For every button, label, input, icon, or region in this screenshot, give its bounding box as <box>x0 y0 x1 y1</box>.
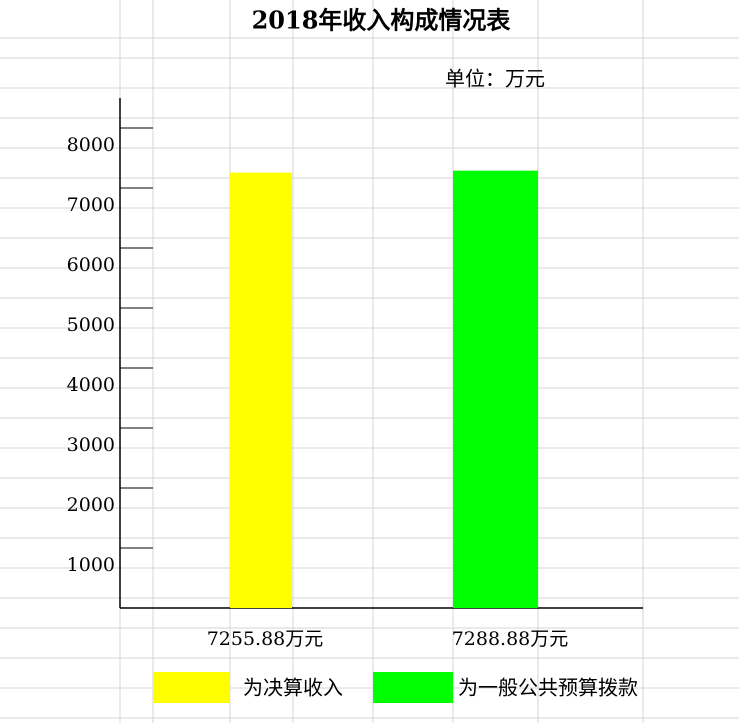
legend-swatch <box>153 672 230 703</box>
y-tick-label: 3000 <box>67 434 115 456</box>
y-tick-label: 6000 <box>67 254 115 276</box>
y-tick-label: 2000 <box>67 494 115 516</box>
value-label: 7255.88万元 <box>207 628 324 650</box>
bar <box>230 172 292 608</box>
y-tick-label: 5000 <box>67 314 115 336</box>
y-tick-label: 1000 <box>67 554 115 576</box>
value-label: 7288.88万元 <box>452 628 569 650</box>
chart-title: 2018年收入构成情况表 <box>252 6 512 35</box>
y-tick-label: 8000 <box>67 134 115 156</box>
legend-swatch <box>373 672 453 703</box>
legend-label: 为决算收入 <box>243 676 343 700</box>
y-tick-label: 4000 <box>67 374 115 396</box>
y-tick-label: 7000 <box>67 194 115 216</box>
chart-subtitle: 单位：万元 <box>445 67 545 91</box>
bar <box>453 170 538 608</box>
legend-label: 为一般公共预算拨款 <box>458 676 638 700</box>
